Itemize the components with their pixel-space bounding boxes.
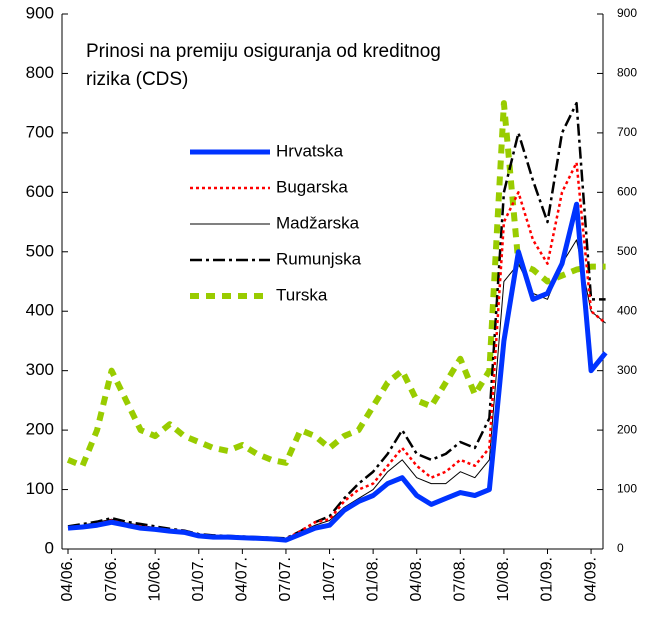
- legend-label: Bugarska: [276, 177, 348, 196]
- y-tick-label: 200: [26, 420, 54, 439]
- y-tick-label: 600: [26, 182, 54, 201]
- y2-tick-label: 400: [617, 303, 637, 317]
- y2-tick-label: 500: [617, 244, 637, 258]
- y-tick-label: 100: [26, 479, 54, 498]
- x-tick-label: 01/07.: [190, 557, 207, 601]
- series-line: [67, 239, 606, 540]
- y-tick-label: 400: [26, 301, 54, 320]
- y-tick-label: 800: [26, 63, 54, 82]
- x-tick-label: 07/08.: [452, 557, 469, 601]
- legend-label: Turska: [276, 285, 328, 304]
- x-tick-label: 10/06.: [146, 557, 163, 601]
- y-tick-label: 500: [26, 241, 54, 260]
- x-tick-label: 10/07.: [321, 557, 338, 601]
- legend-label: Madžarska: [276, 213, 360, 232]
- series-line: [67, 101, 606, 540]
- series-line: [66, 100, 606, 469]
- x-tick-label: 04/07.: [234, 557, 251, 601]
- y-tick-label: 900: [26, 3, 54, 22]
- y2-tick-label: 600: [617, 185, 637, 199]
- x-tick-label: 07/07.: [277, 557, 294, 601]
- y2-tick-label: 900: [617, 6, 637, 20]
- x-tick-label: 01/08.: [364, 557, 381, 601]
- y-tick-label: 0: [45, 538, 54, 557]
- x-tick-label: 04/06.: [59, 557, 76, 601]
- y-tick-label: 300: [26, 360, 54, 379]
- y-tick-label: 700: [26, 122, 54, 141]
- x-tick-label: 04/08.: [408, 557, 425, 601]
- y2-tick-label: 0: [617, 541, 624, 555]
- series-line: [67, 201, 608, 543]
- y2-tick-label: 200: [617, 422, 637, 436]
- y2-tick-label: 700: [617, 125, 637, 139]
- y2-tick-label: 100: [617, 482, 637, 496]
- x-tick-label: 10/08.: [495, 557, 512, 601]
- y2-tick-label: 300: [617, 363, 637, 377]
- legend-label: Hrvatska: [276, 141, 344, 160]
- legend-label: Rumunjska: [276, 249, 362, 268]
- chart-title: Prinosi na premiju osiguranja od kreditn…: [86, 41, 441, 90]
- y2-tick-label: 800: [617, 66, 637, 80]
- x-tick-label: 07/06.: [103, 557, 120, 601]
- x-tick-label: 01/09.: [539, 557, 556, 601]
- x-tick-label: 04/09.: [582, 557, 599, 601]
